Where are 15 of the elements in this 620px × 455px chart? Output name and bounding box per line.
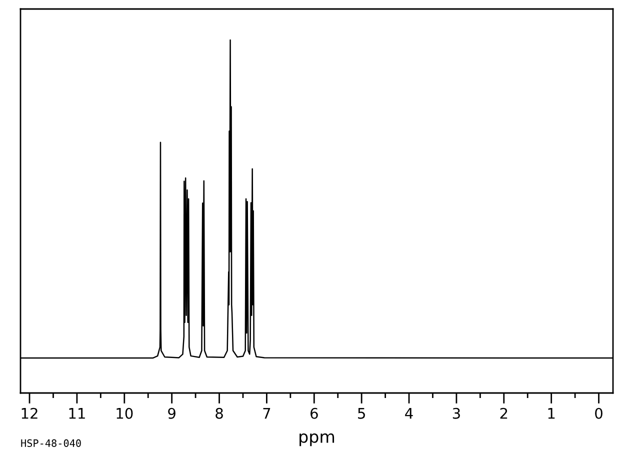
x-tick-label: 3 xyxy=(452,408,460,419)
x-tick-label: 2 xyxy=(500,408,508,419)
x-tick-label: 7 xyxy=(263,408,270,419)
x-tick-label: 11 xyxy=(69,408,85,419)
x-tick-label: 5 xyxy=(358,408,365,419)
x-tick-label: 10 xyxy=(116,408,133,419)
x-tick-label: 4 xyxy=(405,408,413,419)
x-tick-label: 0 xyxy=(595,408,602,419)
x-tick-label: 6 xyxy=(310,408,318,419)
x-tick-label: 12 xyxy=(22,408,38,419)
x-tick-label: 8 xyxy=(216,408,223,419)
x-tick-label: 9 xyxy=(168,408,176,419)
text: HSP-48-040 xyxy=(21,439,81,447)
x-axis-title: ppm xyxy=(300,433,334,446)
x-tick-label: 1 xyxy=(548,408,555,419)
